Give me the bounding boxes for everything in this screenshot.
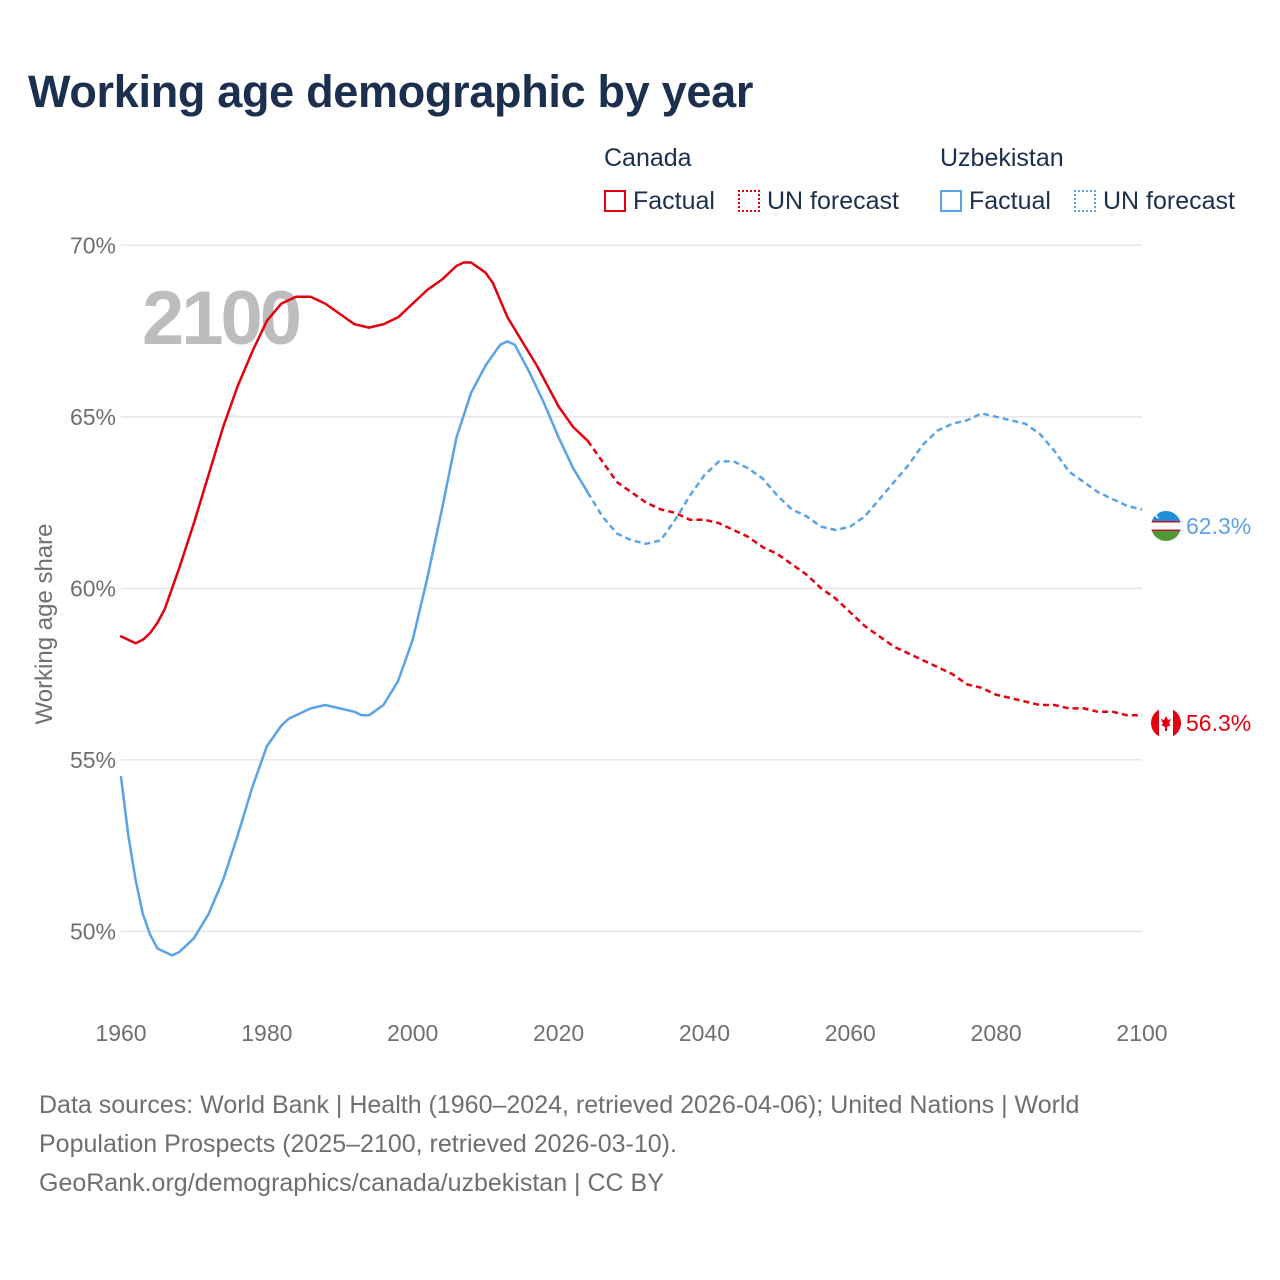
series-lines (119, 261, 1143, 957)
x-tick-label: 2040 (679, 1020, 730, 1046)
legend-uzbekistan-forecast-swatch (1074, 190, 1096, 212)
legend-uzbekistan-factual-swatch (940, 190, 962, 212)
canada-forecast-line (586, 440, 1142, 717)
legend-canada-factual-label: Factual (633, 186, 715, 215)
canada-factual-line (119, 261, 589, 645)
x-tick-label: 2020 (533, 1020, 584, 1046)
y-axis: 50% 55% 60% 65% 70% (70, 232, 116, 944)
x-tick-label: 2060 (825, 1020, 876, 1046)
line-chart: 50% 55% 60% 65% 70% 1960 1980 2000 2020 2040 2060… (31, 232, 1251, 1046)
legend-canada-factual[interactable]: Factual (604, 186, 715, 216)
legend-uzbekistan-factual-label: Factual (969, 186, 1051, 215)
canada-end-label: 56.3% (1186, 710, 1251, 736)
x-tick-label: 1980 (241, 1020, 292, 1046)
legend-uzbekistan-factual[interactable]: Factual (940, 186, 1051, 216)
x-tick-label: 1960 (95, 1020, 146, 1046)
legend-uzbekistan-forecast-label: UN forecast (1103, 186, 1235, 215)
year-overlay: 2100 (142, 276, 300, 361)
legend-canada-forecast-label: UN forecast (767, 186, 899, 215)
footer-line-1: Data sources: World Bank | Health (1960–… (39, 1091, 1080, 1119)
uzbekistan-forecast-line (586, 412, 1143, 546)
uzbekistan-factual-line (119, 340, 589, 957)
y-axis-title: Working age share (31, 524, 58, 725)
footer-line-3[interactable]: GeoRank.org/demographics/canada/uzbekist… (39, 1169, 664, 1197)
legend-canada-forecast-swatch (738, 190, 760, 212)
x-axis: 1960 1980 2000 2020 2040 2060 2080 2100 (95, 1020, 1167, 1046)
y-tick-label: 50% (70, 918, 116, 944)
y-tick-label: 70% (70, 232, 116, 258)
y-tick-label: 65% (70, 404, 116, 430)
footer-line-2: Population Prospects (2025–2100, retriev… (39, 1130, 677, 1158)
x-tick-label: 2100 (1116, 1020, 1167, 1046)
x-tick-label: 2000 (387, 1020, 438, 1046)
y-tick-label: 60% (70, 575, 116, 601)
y-tick-label: 55% (70, 747, 116, 773)
x-tick-label: 2080 (971, 1020, 1022, 1046)
legend-uzbekistan-title: Uzbekistan (940, 144, 1064, 172)
chart-title: Working age demographic by year (28, 66, 754, 117)
uzbekistan-end-label: 62.3% (1186, 513, 1251, 539)
footer-sources: Data sources: World Bank | Health (1960–… (39, 1086, 1249, 1203)
legend-uzbekistan-forecast[interactable]: UN forecast (1074, 186, 1235, 216)
legend-canada-forecast[interactable]: UN forecast (738, 186, 899, 216)
gridlines (121, 244, 1142, 933)
canada-flag-icon (1151, 708, 1181, 738)
legend-canada-title: Canada (604, 144, 692, 172)
legend-canada-factual-swatch (604, 190, 626, 212)
uzbekistan-flag-icon (1151, 511, 1181, 541)
